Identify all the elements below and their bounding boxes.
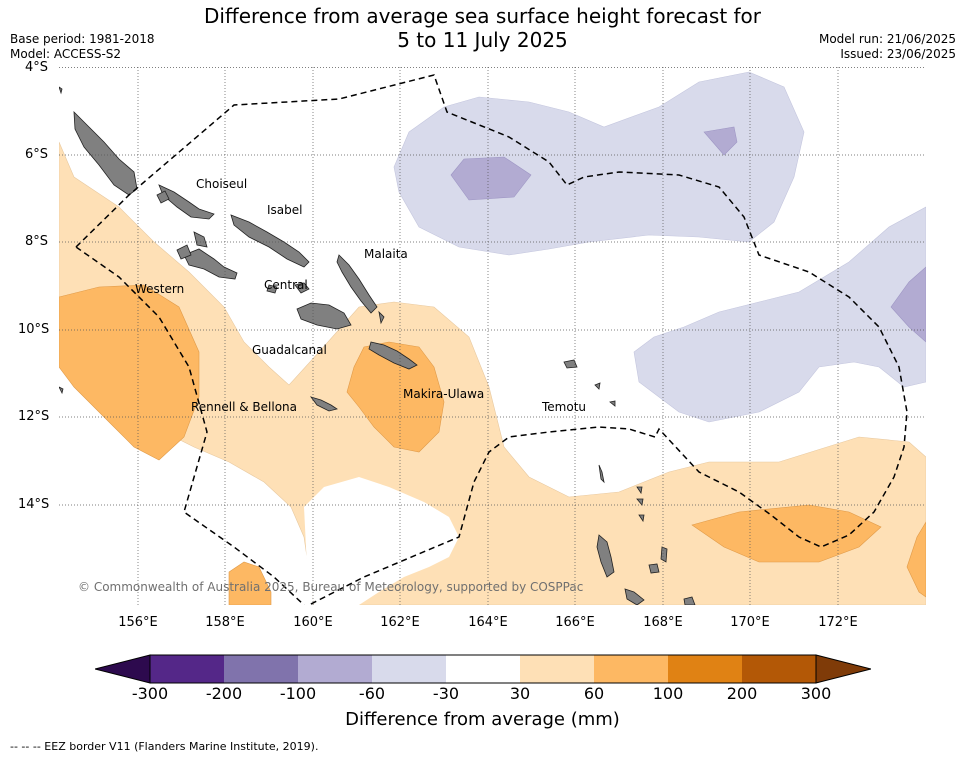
colorbar-label-neg300: -300 xyxy=(131,684,169,703)
contour-60-100-southeast xyxy=(906,521,926,598)
region-label-guadalcanal: Guadalcanal xyxy=(252,343,327,357)
colorbar-bin-1 xyxy=(150,655,224,683)
colorbar-label-300: 300 xyxy=(800,684,832,703)
island-vanuatu-c xyxy=(660,546,668,563)
contour-60-100-west xyxy=(59,284,200,461)
lon-label-172e: 172°E xyxy=(818,615,858,630)
island-vanuatu-north-a xyxy=(596,534,615,578)
eez-border xyxy=(75,74,908,605)
lon-label-164e: 164°E xyxy=(468,615,508,630)
issued-date: Issued: 23/06/2025 xyxy=(840,47,956,61)
island-vanuatu-north-b xyxy=(624,588,645,605)
colorbar-label-60: 60 xyxy=(583,684,605,703)
colorbar-label-200: 200 xyxy=(726,684,758,703)
land-masses xyxy=(59,86,696,605)
island-choiseul-shortland xyxy=(73,110,138,196)
model-run: Model run: 21/06/2025 xyxy=(818,32,956,46)
eez-legend: -- -- -- EEZ border V11 (Flanders Marine… xyxy=(10,740,319,753)
lon-label-158e: 158°E xyxy=(205,615,245,630)
contour-neg60-100-b xyxy=(703,126,738,156)
lon-label-166e: 166°E xyxy=(555,615,595,630)
colorbar-label-neg200: -200 xyxy=(205,684,243,703)
island-small-malaita xyxy=(378,310,385,325)
lon-label-162e: 162°E xyxy=(380,615,420,630)
colorbar-bin-6 xyxy=(520,655,594,683)
contour-neutral-hole xyxy=(304,477,459,605)
island-kolombangara xyxy=(176,244,192,260)
contour-neg60-100-a xyxy=(450,156,532,201)
colorbar-label-100: 100 xyxy=(652,684,684,703)
base-period: Base period: 1981-2018 xyxy=(10,32,155,46)
island-banks-c xyxy=(638,514,645,523)
contour-neg30-60-north xyxy=(393,71,805,256)
island-choiseul xyxy=(158,184,215,220)
island-torres xyxy=(598,464,605,484)
lat-label-8s: 8°S xyxy=(25,234,49,249)
region-label-western: Western xyxy=(135,282,185,296)
island-small-western xyxy=(156,190,170,204)
island-vella xyxy=(193,231,208,248)
contour-60-100-south xyxy=(228,561,272,605)
contour-neg30-60-east xyxy=(633,206,926,423)
region-label-isabel: Isabel xyxy=(267,203,303,217)
map-title-line2: 5 to 11 July 2025 xyxy=(397,28,568,52)
lat-label-6s: 6°S xyxy=(25,147,49,162)
colorbar-label-neg100: -100 xyxy=(279,684,317,703)
lat-label-4s: 4°S xyxy=(25,60,49,75)
colorbar-bin-8 xyxy=(668,655,742,683)
lat-label-12s: 12°S xyxy=(18,409,50,424)
island-rennell xyxy=(309,396,338,412)
model-name: Model: ACCESS-S2 xyxy=(10,47,122,61)
contour-60-100-east xyxy=(691,504,882,563)
region-label-makira-ulawa: Makira-Ulawa xyxy=(403,387,485,401)
map-title-line1: Difference from average sea surface heig… xyxy=(203,4,762,28)
copyright-notice: © Commonwealth of Australia 2025, Bureau… xyxy=(78,580,584,594)
colorbar-extend-high xyxy=(815,654,871,684)
lon-label-156e: 156°E xyxy=(118,615,158,630)
island-santa-cruz xyxy=(563,359,578,369)
colorbar-bin-2 xyxy=(224,655,298,683)
island-russell xyxy=(266,284,278,294)
colorbar-bin-7 xyxy=(594,655,668,683)
colorbar-bin-3 xyxy=(298,655,372,683)
colorbar-label-30: 30 xyxy=(509,684,531,703)
island-isabel xyxy=(230,214,310,268)
island-ontong xyxy=(59,86,63,95)
region-label-choiseul: Choiseul xyxy=(196,177,248,191)
lat-label-14s: 14°S xyxy=(18,497,50,512)
colorbar-bin-9 xyxy=(742,655,816,683)
island-florida xyxy=(294,282,310,294)
region-label-central: Central xyxy=(264,278,308,292)
region-label-temotu: Temotu xyxy=(542,400,587,414)
colorbar-title: Difference from average (mm) xyxy=(345,709,620,730)
lon-label-160e: 160°E xyxy=(293,615,333,630)
colorbar-extend-low xyxy=(95,654,151,684)
island-guadalcanal xyxy=(296,302,352,330)
colorbar-bin-5 xyxy=(446,655,520,683)
island-banks-b xyxy=(636,498,644,506)
island-reef xyxy=(594,382,601,390)
colorbar-bin-4 xyxy=(372,655,446,683)
island-vanuatu-e xyxy=(683,596,696,605)
island-makira xyxy=(368,341,418,370)
lon-label-168e: 168°E xyxy=(643,615,683,630)
contour-neg60-100-c xyxy=(890,266,926,343)
island-malaita xyxy=(336,254,378,314)
island-west-edge xyxy=(59,386,64,395)
colorbar-label-neg60: -60 xyxy=(358,684,386,703)
contour-60-100-makira xyxy=(346,341,445,453)
map-plot xyxy=(59,67,926,605)
region-label-malaita: Malaita xyxy=(364,247,408,261)
island-new-georgia xyxy=(183,248,238,280)
region-label-rennell-bellona: Rennell & Bellona xyxy=(191,400,298,414)
island-utupua xyxy=(609,400,616,407)
map-gridlines xyxy=(59,67,926,605)
island-banks-a xyxy=(636,486,643,495)
lat-label-10s: 10°S xyxy=(18,322,50,337)
lon-label-170e: 170°E xyxy=(730,615,770,630)
island-vanuatu-d xyxy=(648,563,660,574)
colorbar xyxy=(95,654,871,684)
colorbar-label-neg30: -30 xyxy=(432,684,460,703)
